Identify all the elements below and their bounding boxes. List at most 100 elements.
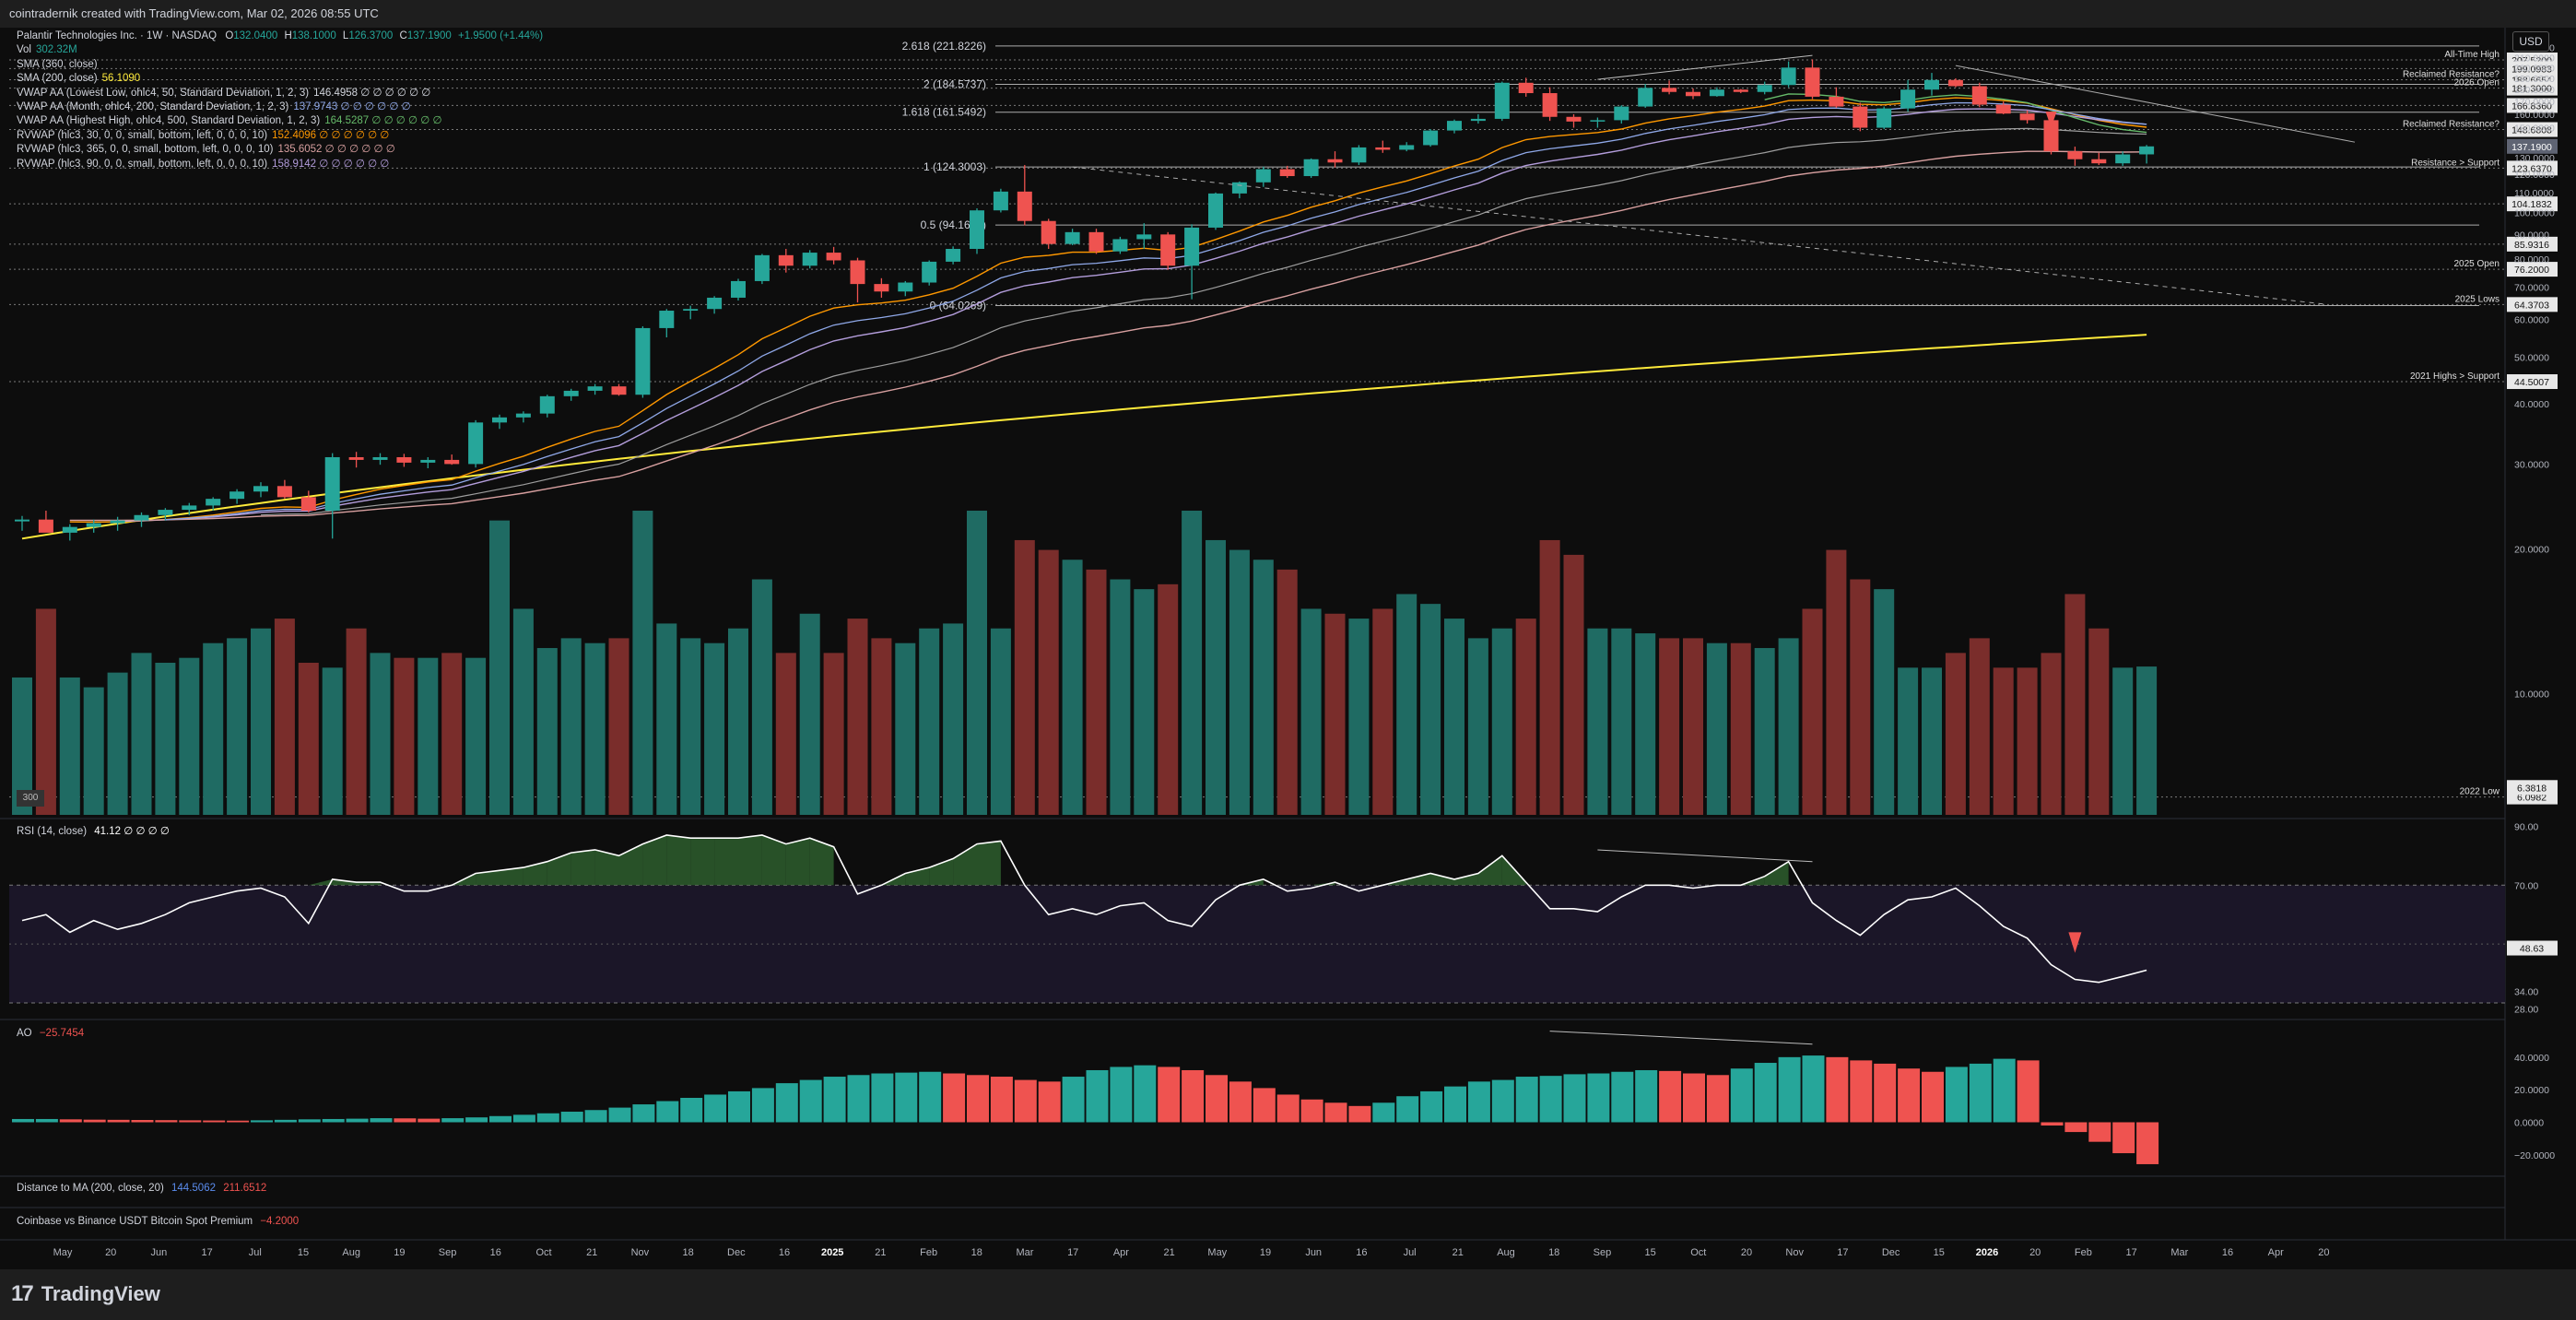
- volume-bars: [12, 511, 2158, 815]
- ao-bar: [1158, 1067, 1181, 1123]
- level-price-tag-text: 148.6808: [2511, 125, 2552, 136]
- volume-bar: [394, 657, 415, 815]
- candle-body: [420, 459, 436, 463]
- ao-bar: [1659, 1070, 1682, 1123]
- distance-ma-label: Distance to MA (200, close, 20): [17, 1183, 164, 1194]
- currency-button[interactable]: USD: [2512, 31, 2549, 52]
- volume-bar: [227, 638, 248, 815]
- ao-bar: [1276, 1094, 1300, 1123]
- level-label: Reclaimed Resistance?: [2403, 120, 2500, 130]
- level-label: 2022 Low: [2460, 787, 2500, 797]
- ao-bar: [1539, 1076, 1562, 1123]
- level-price-tag: [2507, 374, 2558, 390]
- indicator-lines: [21, 93, 2147, 540]
- volume-bar: [2088, 628, 2110, 815]
- ao-bar: [1874, 1063, 1897, 1123]
- ao-bar: [2041, 1122, 2064, 1126]
- volume-bar: [155, 663, 176, 815]
- legend-value-7: 135.6052 ∅ ∅ ∅ ∅ ∅ ∅: [277, 144, 395, 156]
- volume-scale-badge[interactable]: 300: [17, 790, 44, 807]
- candle-body: [492, 417, 507, 423]
- ao-bar: [1587, 1073, 1610, 1123]
- volume-bar: [274, 619, 295, 815]
- candle-body: [1805, 67, 1820, 97]
- time-tick-label: 18: [1548, 1247, 1559, 1258]
- volume-bar: [322, 667, 343, 815]
- volume-bar: [1706, 642, 1727, 815]
- candle-body: [1757, 85, 1772, 92]
- tradingview-brand[interactable]: 17 TradingView: [11, 1281, 160, 1307]
- time-axis[interactable]: May 20 Jun 17 Jul 15 Aug 19 Sep 16 Oct 21 Nov 18 Dec 16…: [53, 1247, 2330, 1258]
- candle-body: [110, 520, 125, 524]
- volume-bar: [59, 677, 80, 815]
- volume-bar: [2017, 667, 2038, 815]
- level-price-tag-text: 6.0982: [2517, 793, 2547, 804]
- rsi-overbought-fill: [547, 853, 571, 886]
- candle-body: [1208, 193, 1223, 228]
- fib-label: 1.618 (161.5492): [902, 106, 986, 119]
- rsi-overbought-fill: [523, 861, 547, 886]
- volume-bar: [107, 672, 128, 815]
- volume-bar: [751, 579, 772, 815]
- legend-row-6: RVWAP (hlc3, 30, 0, 0, small, bottom, le…: [17, 129, 543, 143]
- ao-bar: [919, 1071, 942, 1123]
- time-tick-label: Dec: [727, 1247, 746, 1258]
- time-tick-label: Oct: [535, 1247, 551, 1258]
- ao-bar: [418, 1118, 441, 1123]
- legend-row-7: RVWAP (hlc3, 365, 0, 0, small, bottom, l…: [17, 143, 543, 157]
- ao-bar: [1945, 1067, 1968, 1123]
- volume-bar: [418, 657, 439, 815]
- rsi-overbought-fill: [977, 841, 1001, 886]
- ao-bar: [1706, 1075, 1729, 1123]
- volume-bar: [298, 663, 319, 815]
- volume-bar: [1014, 539, 1035, 815]
- ao-bar: [1300, 1099, 1323, 1123]
- time-tick-label: Jun: [1305, 1247, 1322, 1258]
- time-tick-label: Oct: [1690, 1247, 1706, 1258]
- vwap-highest-high-line: [1764, 93, 2147, 134]
- candle-body: [1327, 159, 1343, 163]
- rsi-overbought-fill: [809, 838, 834, 886]
- time-tick-label: Dec: [1882, 1247, 1900, 1258]
- volume-bar: [1491, 628, 1512, 815]
- ao-bar: [131, 1120, 154, 1123]
- volume-bar: [1850, 579, 1871, 815]
- ao-bar: [441, 1118, 465, 1123]
- time-tick-label: 17: [2125, 1247, 2136, 1258]
- candle-body: [2043, 120, 2059, 152]
- ao-bar: [990, 1077, 1013, 1123]
- candle-body: [253, 486, 268, 492]
- ao-bar: [608, 1107, 631, 1123]
- candle-body: [731, 280, 746, 298]
- time-tick-label: 18: [971, 1247, 982, 1258]
- level-price-tag: [2507, 297, 2558, 312]
- ao-bar: [1110, 1067, 1133, 1123]
- time-tick-label: 15: [1644, 1247, 1655, 1258]
- ao-bar: [1802, 1055, 1825, 1123]
- volume-bar: [1826, 549, 1847, 815]
- volume-bar: [131, 653, 152, 815]
- time-tick-label: May: [1207, 1247, 1227, 1258]
- candle-body: [1399, 145, 1415, 150]
- ohlc-close: 137.1900: [406, 30, 452, 41]
- candle-body: [922, 261, 937, 283]
- volume-bar: [1683, 638, 1703, 815]
- rsi-overbought-fill: [1477, 855, 1502, 886]
- time-tick-label: 2025: [821, 1247, 843, 1258]
- price-tick-label: 120.0000: [2514, 170, 2555, 181]
- volume-bar: [1110, 579, 1131, 815]
- level-label: All-Time High: [2444, 50, 2500, 60]
- level-label: Reclaimed Resistance?: [2403, 70, 2500, 80]
- level-price-tag: [2507, 236, 2558, 252]
- fib-label: 1 (124.3003): [923, 160, 986, 173]
- candle-body: [348, 456, 364, 460]
- candle-body: [229, 491, 245, 500]
- candle-body: [2067, 151, 2083, 159]
- grid-layer: [0, 28, 2576, 1241]
- candles[interactable]: [15, 59, 2155, 541]
- level-price-tag-text: 76.2000: [2514, 265, 2549, 276]
- time-tick-label: 20: [2029, 1247, 2041, 1258]
- candle-body: [1614, 106, 1629, 121]
- ao-bar: [346, 1118, 369, 1123]
